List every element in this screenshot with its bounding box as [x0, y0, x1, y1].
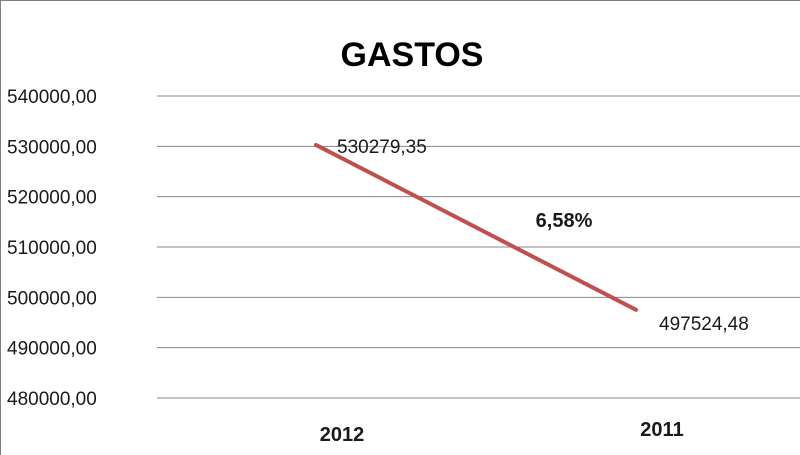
x-category-label: 2011: [640, 419, 683, 441]
change-annotation: 6,58%: [536, 210, 593, 232]
x-category-label: 2012: [320, 424, 365, 446]
y-tick-label: 520000,00: [7, 188, 97, 209]
y-axis-ticks: 540000,00 530000,00 520000,00 510000,00 5000…: [7, 87, 97, 410]
x-axis-categories: 2012 2011: [320, 419, 684, 446]
chart-title: GASTOS: [341, 36, 484, 74]
y-tick-label: 510000,00: [7, 238, 97, 259]
series-group: [314, 142, 638, 312]
data-label: 530279,35: [337, 137, 427, 158]
y-tick-label: 490000,00: [7, 339, 97, 360]
y-tick-label: 530000,00: [7, 137, 97, 158]
y-tick-label: 540000,00: [7, 87, 97, 108]
y-tick-label: 480000,00: [7, 389, 97, 410]
grid-lines: [157, 95, 800, 399]
series-line: [314, 142, 638, 312]
data-labels: 530279,35 497524,48: [337, 137, 749, 335]
data-label: 497524,48: [659, 314, 749, 335]
y-tick-label: 500000,00: [7, 288, 97, 309]
